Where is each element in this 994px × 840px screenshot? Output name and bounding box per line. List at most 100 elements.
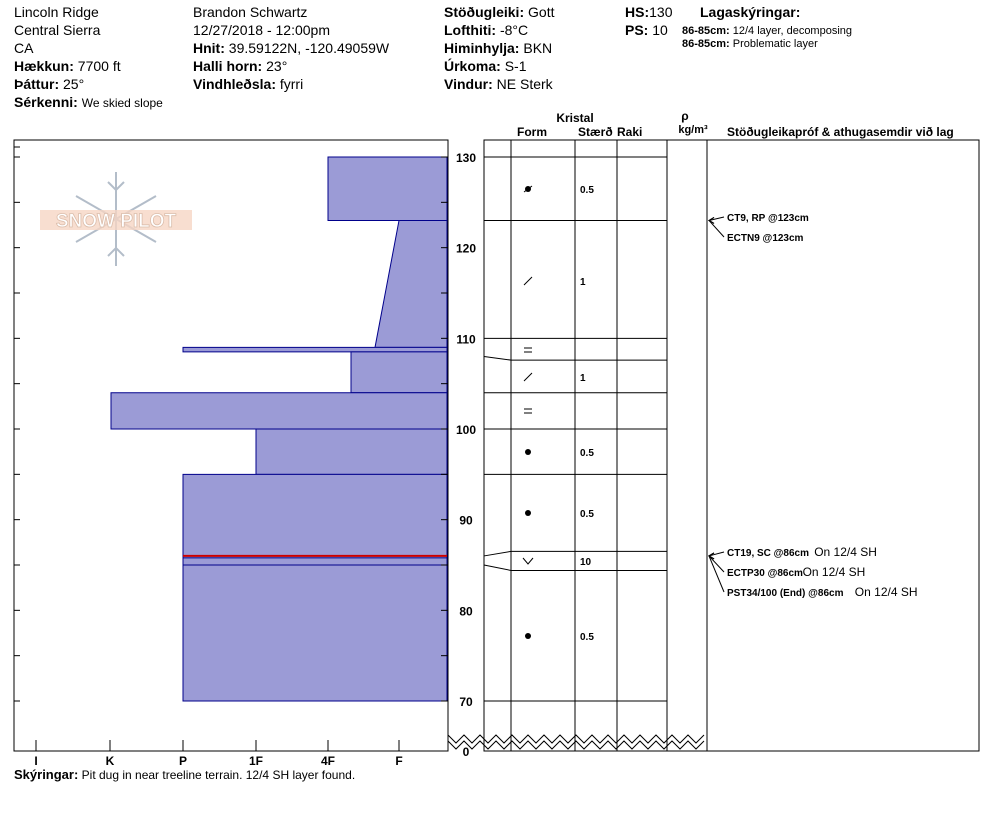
hardness-axis: I K P 1F 4F F [14,146,448,768]
slope: 23° [266,58,288,74]
axis-break [447,734,705,744]
hardness-frame [13,139,449,752]
ps: 10 [652,22,668,38]
crystal-form-decomposing [523,276,533,286]
table-column-lines [510,140,708,751]
sky-row: Himinhylja: BKN [444,39,554,57]
slope-label: Halli horn: [193,58,263,74]
stability-label: Stöðugleiki: [444,4,525,20]
test-arrowhead [708,217,715,224]
coords-label: Hnit: [193,40,225,56]
rho-header: ρ [681,109,688,123]
hardness-profile [110,156,448,702]
form-header: Form [517,125,547,139]
crystal-form-surface-hoar [522,557,534,565]
test-note: On 12/4 SH [855,585,918,599]
test-pointer [708,551,725,557]
snowpilot-logo: SNOW PILOT [40,172,192,266]
legend-text: Problematic layer [732,38,818,50]
features: We skied slope [81,96,163,110]
legend-range: 86-85cm: [682,38,730,50]
test-pointer [708,216,725,221]
hardness-tick-label: F [395,754,402,768]
depth-tick-label: 130 [456,151,476,165]
slope-row: Halli horn: 23° [193,57,389,75]
legend-item: 86-85cm: 12/4 layer, decomposing [682,25,852,38]
test-code: CT9, RP @123cm [727,213,809,224]
hardness-layer [182,346,448,353]
legend-text: 12/4 layer, decomposing [732,25,853,37]
elevation-label: Hækkun: [14,58,74,74]
hardness-layer [110,392,448,430]
features-row: Sérkenni: We skied slope [14,93,163,112]
state: CA [14,40,34,56]
ps-row: PS: 10 [625,21,672,39]
logo-text: SNOW PILOT [56,211,177,232]
precip: S-1 [504,58,527,74]
stability-tests: CT9, RP @123cm ECTN9 @123cm CT19, SC @86cm… [708,213,918,599]
legend-item: 86-85cm: Problematic layer [682,38,818,51]
aspect: 25° [63,76,85,92]
layer-boundary [483,355,667,361]
wet-header: Raki [617,125,642,139]
site-info: Lincoln Ridge Central Sierra CA Hækkun: … [14,3,163,112]
crystal-size: 0.5 [580,509,594,520]
test-pointer [708,220,725,238]
hs: 130 [649,4,673,20]
crystal-form-rounded [525,510,531,516]
air-temp-label: Lofthiti: [444,22,497,38]
aspect-label: Þáttur: [14,76,60,92]
depth-tick-label: 80 [459,604,473,618]
observer: Brandon Schwartz [193,4,308,20]
test-code: PST34/100 (End) @86cm [727,588,844,599]
sky-label: Himinhylja: [444,40,520,56]
size-header: Stærð [578,125,613,139]
legend-title: Lagaskýringar: [700,4,801,20]
depth-tick-label: 0 [463,745,470,759]
coords: 39.59122N, -120.49059W [228,40,390,56]
wind: NE Sterk [496,76,553,92]
depth-tick-label: 70 [459,695,473,709]
air-temp-row: Lofthiti: -8°C [444,21,554,39]
hardness-layer [374,219,448,348]
crystal-size: 1 [580,373,586,384]
crystal-form-mark [523,185,533,193]
weather-info: Stöðugleiki: Gott Lofthiti: -8°C Himinhy… [444,3,554,93]
sky: BKN [523,40,553,56]
depth-tick-label: 100 [456,423,476,437]
kristal-header: Kristal [556,111,593,125]
hardness-tick-label: K [106,754,115,768]
layer-boundary [483,550,667,557]
wind-loading: fyrri [279,76,304,92]
location: Lincoln Ridge [14,4,99,20]
hardness-tick-label: I [34,754,37,768]
crystal-form-rounded [525,633,531,639]
stability: Gott [528,4,555,20]
layer-table-frame [483,139,980,752]
hs-label: HS: [625,4,650,20]
stability-row: Stöðugleiki: Gott [444,3,554,21]
layer-boundary [483,564,667,571]
crystal-form-decomposing [523,372,533,382]
crystal-form-rounded [525,449,531,455]
hardness-layer [327,156,448,221]
air-temp: -8°C [499,22,529,38]
ps-label: PS: [625,22,649,38]
wind-row: Vindur: NE Sterk [444,75,554,93]
elevation-row: Hækkun: 7700 ft [14,57,163,75]
test-code: ECTN9 @123cm [727,233,804,244]
layer-rows: 0.5 1 1 0.5 0.5 10 0.5 [483,156,667,702]
coords-row: Hnit: 39.59122N, -120.49059W [193,39,389,57]
test-arrowhead [708,552,715,560]
footer-comments: Skýringar: Pit dug in near treeline terr… [14,767,355,782]
hardness-tick-label: P [179,754,187,768]
crystal-size: 0.5 [580,185,594,196]
range: Central Sierra [14,22,101,38]
axis-break [447,740,705,750]
hs-row: HS:130 [625,3,672,21]
crystal-size: 10 [580,557,592,568]
crystal-size: 0.5 [580,448,594,459]
test-pointer [708,555,725,573]
